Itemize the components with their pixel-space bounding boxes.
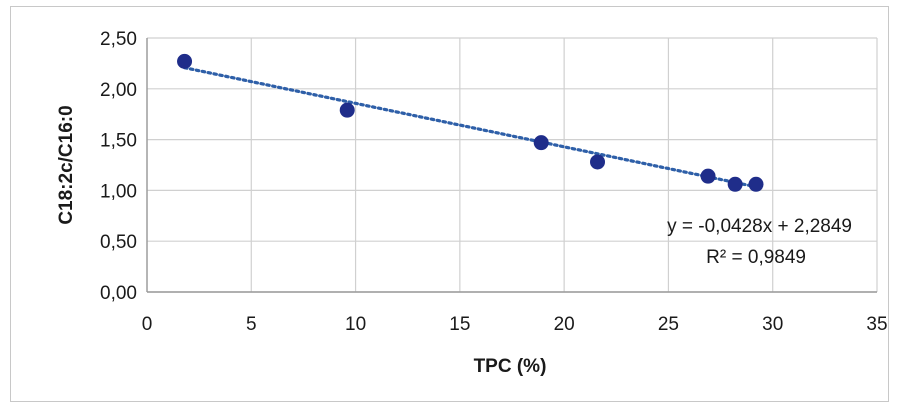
- data-point: [748, 176, 764, 192]
- y-tick-label: 1,50: [100, 131, 137, 152]
- trendline: [182, 66, 758, 189]
- data-point: [727, 176, 743, 192]
- x-tick-label: 10: [345, 314, 366, 335]
- data-point: [339, 102, 355, 118]
- y-axis-title: C18:2c/C16:0: [56, 105, 77, 224]
- x-tick-label: 25: [658, 314, 679, 335]
- y-tick-label: 2,00: [100, 80, 137, 101]
- x-tick-label: 5: [246, 314, 257, 335]
- chart-frame: [10, 6, 889, 402]
- x-tick-label: 20: [554, 314, 575, 335]
- x-tick-label: 15: [449, 314, 470, 335]
- data-point: [590, 154, 606, 170]
- y-tick-label: 2,50: [100, 29, 137, 50]
- data-points: [177, 53, 764, 192]
- data-point: [533, 135, 549, 151]
- data-point: [700, 168, 716, 184]
- x-tick-label: 30: [762, 314, 783, 335]
- x-tick-labels: 0 5 10 15 20 25 30 35: [142, 314, 888, 335]
- r-squared-label: R² = 0,9849: [706, 247, 806, 268]
- x-tick-label: 0: [142, 314, 153, 335]
- trendline-equation: y = -0,0428x + 2,2849: [667, 216, 852, 237]
- y-tick-labels: 0,00 0,50 1,00 1,50 2,00 2,50: [100, 29, 137, 304]
- data-point: [177, 53, 193, 69]
- y-tick-label: 0,50: [100, 232, 137, 253]
- x-tick-label: 35: [866, 314, 887, 335]
- x-axis-title: TPC (%): [474, 356, 547, 377]
- axes: [146, 38, 877, 293]
- y-tick-label: 0,00: [100, 283, 137, 304]
- linear-trendline: [182, 66, 758, 189]
- y-tick-label: 1,00: [100, 181, 137, 202]
